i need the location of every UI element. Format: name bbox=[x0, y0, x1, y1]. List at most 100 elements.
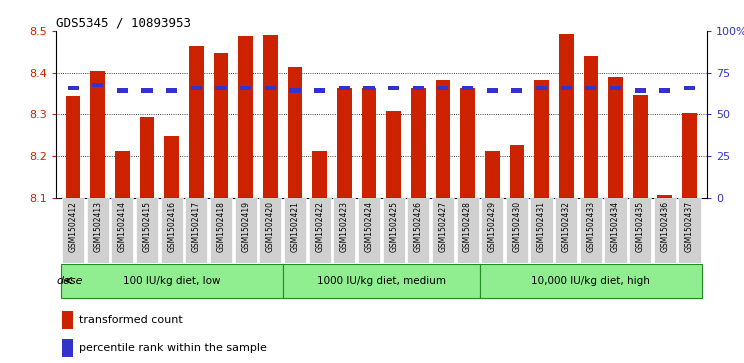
Bar bbox=[314, 89, 325, 93]
FancyBboxPatch shape bbox=[185, 198, 208, 263]
FancyBboxPatch shape bbox=[259, 198, 281, 263]
FancyBboxPatch shape bbox=[61, 264, 283, 298]
Bar bbox=[435, 80, 450, 198]
FancyBboxPatch shape bbox=[407, 198, 429, 263]
Bar bbox=[189, 46, 204, 198]
Bar bbox=[62, 311, 73, 329]
FancyBboxPatch shape bbox=[679, 198, 701, 263]
FancyBboxPatch shape bbox=[530, 198, 553, 263]
Text: GSM1502427: GSM1502427 bbox=[438, 201, 447, 252]
FancyBboxPatch shape bbox=[112, 198, 133, 263]
Bar bbox=[561, 86, 572, 90]
FancyBboxPatch shape bbox=[283, 264, 480, 298]
Bar bbox=[559, 34, 574, 198]
Bar bbox=[140, 117, 155, 198]
Bar bbox=[240, 86, 251, 90]
Text: GSM1502429: GSM1502429 bbox=[488, 201, 497, 252]
FancyBboxPatch shape bbox=[604, 198, 626, 263]
Bar bbox=[461, 88, 475, 198]
Bar bbox=[462, 86, 473, 90]
Bar bbox=[141, 89, 153, 93]
Bar bbox=[90, 70, 105, 198]
Text: GSM1502419: GSM1502419 bbox=[241, 201, 250, 252]
Bar bbox=[583, 56, 598, 198]
Text: GSM1502414: GSM1502414 bbox=[118, 201, 127, 252]
Bar bbox=[289, 89, 301, 93]
Bar bbox=[682, 113, 697, 198]
Text: GSM1502436: GSM1502436 bbox=[661, 201, 670, 252]
Bar bbox=[635, 89, 646, 93]
Text: GSM1502423: GSM1502423 bbox=[340, 201, 349, 252]
Text: 100 IU/kg diet, low: 100 IU/kg diet, low bbox=[123, 276, 220, 286]
Bar bbox=[164, 136, 179, 198]
Bar bbox=[437, 86, 449, 90]
FancyBboxPatch shape bbox=[629, 198, 651, 263]
Bar bbox=[386, 111, 401, 198]
Bar bbox=[263, 35, 278, 198]
Bar bbox=[362, 88, 376, 198]
Bar bbox=[487, 89, 498, 93]
FancyBboxPatch shape bbox=[86, 198, 109, 263]
Bar bbox=[658, 195, 673, 198]
Text: GSM1502415: GSM1502415 bbox=[143, 201, 152, 252]
FancyBboxPatch shape bbox=[654, 198, 676, 263]
FancyBboxPatch shape bbox=[161, 198, 183, 263]
Bar bbox=[413, 86, 424, 90]
Text: 10,000 IU/kg diet, high: 10,000 IU/kg diet, high bbox=[531, 276, 650, 286]
FancyBboxPatch shape bbox=[555, 198, 577, 263]
FancyBboxPatch shape bbox=[506, 198, 528, 263]
Bar bbox=[684, 86, 695, 90]
Bar bbox=[312, 151, 327, 198]
Bar bbox=[117, 89, 128, 93]
Text: GSM1502424: GSM1502424 bbox=[365, 201, 373, 252]
Bar bbox=[337, 88, 352, 198]
Bar bbox=[216, 86, 227, 90]
Text: GSM1502420: GSM1502420 bbox=[266, 201, 275, 252]
Bar bbox=[511, 89, 522, 93]
FancyBboxPatch shape bbox=[234, 198, 257, 263]
Bar bbox=[288, 67, 302, 198]
Bar bbox=[62, 339, 73, 357]
Text: GSM1502425: GSM1502425 bbox=[389, 201, 398, 252]
Text: GSM1502437: GSM1502437 bbox=[685, 201, 694, 252]
Text: 1000 IU/kg diet, medium: 1000 IU/kg diet, medium bbox=[317, 276, 446, 286]
FancyBboxPatch shape bbox=[457, 198, 478, 263]
Text: GSM1502418: GSM1502418 bbox=[217, 201, 225, 252]
Bar bbox=[633, 95, 647, 198]
Bar bbox=[659, 89, 670, 93]
FancyBboxPatch shape bbox=[284, 198, 306, 263]
Text: GSM1502417: GSM1502417 bbox=[192, 201, 201, 252]
Text: GSM1502416: GSM1502416 bbox=[167, 201, 176, 252]
Text: GSM1502430: GSM1502430 bbox=[513, 201, 522, 252]
Bar bbox=[388, 86, 400, 90]
Text: GSM1502433: GSM1502433 bbox=[586, 201, 595, 252]
Text: GSM1502412: GSM1502412 bbox=[68, 201, 77, 252]
Bar bbox=[92, 83, 103, 87]
Text: transformed count: transformed count bbox=[79, 315, 182, 325]
FancyBboxPatch shape bbox=[210, 198, 232, 263]
FancyBboxPatch shape bbox=[580, 198, 602, 263]
Text: GSM1502434: GSM1502434 bbox=[611, 201, 620, 252]
Bar bbox=[485, 151, 500, 198]
Text: GDS5345 / 10893953: GDS5345 / 10893953 bbox=[56, 17, 190, 30]
Text: GSM1502422: GSM1502422 bbox=[315, 201, 324, 252]
Text: GSM1502432: GSM1502432 bbox=[562, 201, 571, 252]
Bar bbox=[115, 151, 129, 198]
Bar bbox=[411, 88, 426, 198]
Bar bbox=[534, 80, 549, 198]
Bar bbox=[610, 86, 621, 90]
Text: GSM1502428: GSM1502428 bbox=[463, 201, 472, 252]
Text: dose: dose bbox=[57, 276, 83, 286]
Bar bbox=[586, 86, 597, 90]
Text: GSM1502413: GSM1502413 bbox=[93, 201, 102, 252]
Text: GSM1502426: GSM1502426 bbox=[414, 201, 423, 252]
Text: percentile rank within the sample: percentile rank within the sample bbox=[79, 343, 266, 353]
FancyBboxPatch shape bbox=[432, 198, 454, 263]
FancyBboxPatch shape bbox=[309, 198, 331, 263]
Bar bbox=[68, 86, 79, 90]
FancyBboxPatch shape bbox=[136, 198, 158, 263]
FancyBboxPatch shape bbox=[62, 198, 84, 263]
Bar bbox=[363, 86, 374, 90]
Bar bbox=[166, 89, 177, 93]
Bar bbox=[510, 145, 525, 198]
